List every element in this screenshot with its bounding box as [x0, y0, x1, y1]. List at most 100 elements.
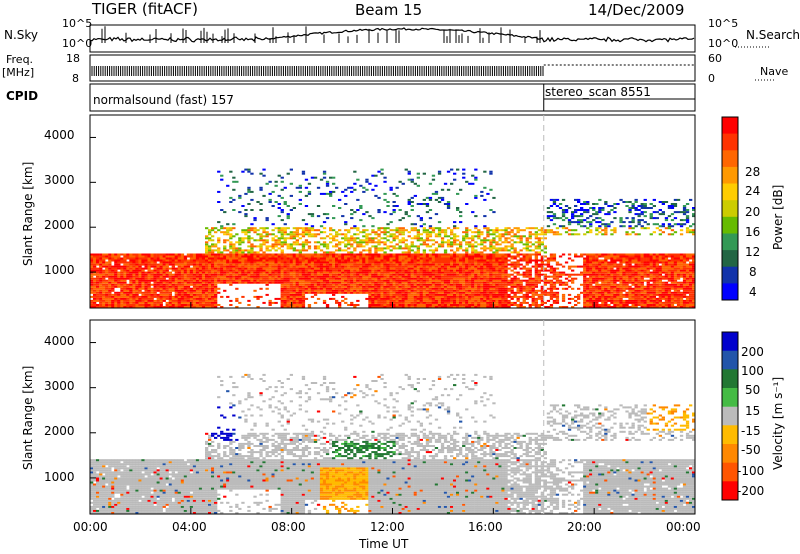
- power-cell: [208, 233, 212, 236]
- power-cell: [211, 289, 215, 292]
- power-cell: [404, 267, 408, 270]
- power-cell: [235, 281, 239, 284]
- power-cell: [135, 261, 139, 264]
- power-cell: [425, 233, 430, 236]
- power-cell: [156, 306, 160, 308]
- power-cell: [223, 265, 227, 268]
- power-cell: [431, 251, 436, 254]
- power-cell: [501, 285, 505, 288]
- power-cell: [153, 281, 157, 284]
- power-cell: [238, 241, 242, 244]
- power-cell: [416, 301, 420, 304]
- power-cell: [371, 269, 375, 272]
- power-cell: [247, 275, 251, 278]
- power-cell: [274, 201, 278, 203]
- power-cell: [353, 267, 357, 270]
- power-cell: [259, 237, 263, 240]
- power-cell: [368, 261, 372, 264]
- power-cell: [522, 267, 526, 270]
- power-cell: [477, 229, 481, 232]
- power-cell: [495, 273, 499, 276]
- power-cell: [217, 201, 221, 203]
- power-cell: [165, 283, 169, 286]
- power-cell: [353, 241, 357, 244]
- power-cell: [174, 293, 178, 296]
- power-cell: [437, 227, 442, 230]
- power-cell: [350, 245, 354, 248]
- power-cell: [114, 257, 118, 260]
- power-cell: [350, 283, 354, 286]
- power-cell: [277, 203, 281, 205]
- power-cell: [410, 297, 414, 300]
- power-cell: [292, 247, 296, 250]
- power-cell: [413, 261, 417, 264]
- power-cell: [159, 265, 163, 268]
- power-cell: [117, 259, 121, 262]
- power-cell: [504, 273, 508, 276]
- power-cell: [135, 271, 139, 274]
- power-cell: [301, 273, 306, 276]
- power-cell: [132, 261, 136, 264]
- power-cell: [144, 265, 148, 268]
- power-cell: [147, 271, 151, 274]
- power-cell: [268, 269, 272, 272]
- power-cell: [177, 285, 181, 288]
- power-cell: [410, 275, 414, 278]
- power-cell: [507, 295, 511, 298]
- power-cell: [232, 235, 236, 238]
- power-cell: [174, 263, 178, 266]
- power-cell: [117, 281, 121, 284]
- power-cell: [380, 247, 384, 250]
- power-cell: [217, 287, 221, 290]
- power-cell: [262, 271, 266, 274]
- power-cell: [471, 293, 475, 296]
- power-cell: [129, 269, 133, 272]
- power-cell: [437, 275, 442, 278]
- power-cell: [353, 249, 357, 252]
- power-cell: [307, 304, 312, 306]
- power-cell: [407, 291, 411, 294]
- power-cell: [147, 289, 151, 292]
- power-cell: [425, 259, 430, 262]
- power-cell: [153, 301, 157, 304]
- power-cell: [298, 299, 302, 302]
- power-cell: [528, 261, 532, 264]
- power-cell: [395, 229, 399, 232]
- power-cell: [477, 255, 481, 258]
- power-cell: [416, 233, 420, 236]
- power-cell: [380, 281, 384, 284]
- power-cell: [250, 265, 254, 268]
- power-cell: [413, 281, 417, 284]
- power-cell: [522, 253, 526, 256]
- power-cell: [332, 283, 336, 286]
- power-cell: [489, 233, 493, 236]
- power-cell: [313, 283, 318, 286]
- power-cell: [208, 306, 212, 308]
- power-cell: [347, 263, 351, 266]
- power-cell: [205, 271, 209, 274]
- power-cell: [407, 301, 411, 304]
- power-cell: [108, 285, 112, 288]
- power-cell: [283, 289, 287, 292]
- power-cell: [407, 287, 411, 290]
- power-cell: [446, 261, 451, 264]
- power-cell: [156, 259, 160, 262]
- power-cell: [310, 287, 315, 290]
- power-cell: [322, 281, 327, 284]
- power-cell: [123, 304, 127, 306]
- power-cell: [489, 265, 493, 268]
- power-cell: [341, 215, 345, 218]
- power-cell: [392, 247, 396, 250]
- power-cell: [416, 263, 420, 266]
- power-cell: [319, 277, 324, 280]
- power-cell: [117, 253, 121, 256]
- power-cell: [189, 259, 194, 262]
- power-cell: [332, 267, 336, 270]
- power-cell: [96, 263, 100, 266]
- power-cell: [132, 306, 136, 308]
- power-cell: [238, 196, 242, 199]
- power-cell: [459, 241, 463, 244]
- power-cell: [325, 217, 330, 220]
- power-cell: [286, 297, 290, 300]
- power-cell: [407, 295, 411, 298]
